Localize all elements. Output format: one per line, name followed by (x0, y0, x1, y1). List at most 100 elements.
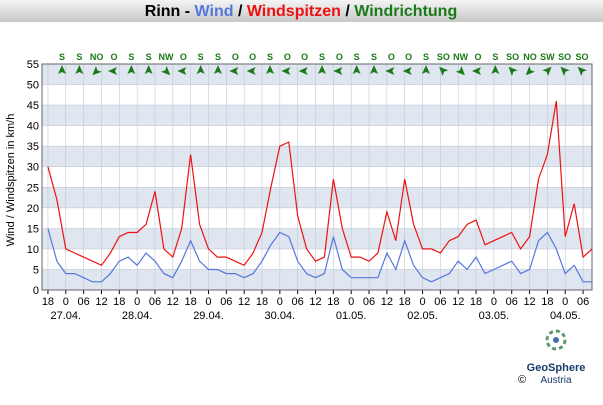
direction-arrow (402, 67, 412, 75)
direction-label: S (59, 52, 65, 62)
x-tick-label: 18 (541, 296, 553, 308)
x-tick-label: 0 (348, 296, 354, 308)
y-tick-label: 10 (27, 244, 39, 256)
date-label: 04.05. (550, 310, 581, 322)
plot-band (42, 84, 592, 106)
plot-band (42, 146, 592, 167)
x-tick-label: 06 (292, 296, 304, 308)
x-tick-label: 18 (256, 296, 268, 308)
x-tick-label: 06 (363, 296, 375, 308)
direction-arrow (508, 66, 518, 76)
x-tick-label: 0 (63, 296, 69, 308)
title-sep: - (180, 3, 194, 20)
direction-label: S (371, 52, 377, 62)
direction-arrow (455, 66, 465, 76)
y-tick-label: 20 (27, 203, 39, 215)
direction-arrow (281, 67, 291, 75)
logo-name: GeoSphere (527, 362, 586, 374)
direction-arrow (422, 65, 430, 74)
title-sep: / (234, 3, 247, 20)
x-tick-label: 12 (452, 296, 464, 308)
direction-arrow (196, 65, 205, 74)
x-tick-label: 0 (134, 296, 140, 308)
direction-arrow (161, 66, 171, 76)
x-tick-label: 18 (185, 296, 197, 308)
x-tick-label: 06 (506, 296, 518, 308)
direction-arrow (560, 66, 570, 76)
direction-arrow (246, 67, 256, 75)
x-tick-label: 18 (113, 296, 125, 308)
direction-label: O (249, 52, 256, 62)
date-label: 30.04. (265, 310, 296, 322)
x-tick-label: 06 (577, 296, 589, 308)
x-tick-label: 12 (523, 296, 535, 308)
direction-arrow (370, 65, 378, 74)
direction-label: O (301, 52, 308, 62)
direction-arrow (385, 67, 395, 75)
plot-band (42, 228, 592, 249)
direction-label: S (492, 52, 498, 62)
direction-label: SO (575, 52, 588, 62)
date-label: 28.04. (122, 310, 153, 322)
date-label: 02.05. (407, 310, 438, 322)
direction-label: O (232, 52, 239, 62)
copyright: © (518, 374, 526, 386)
x-tick-label: 18 (399, 296, 411, 308)
direction-arrow (542, 66, 552, 76)
x-tick-label: 18 (327, 296, 339, 308)
direction-label: O (405, 52, 412, 62)
direction-arrow (472, 67, 481, 75)
y-tick-label: 55 (27, 59, 39, 71)
x-tick-label: 12 (309, 296, 321, 308)
direction-arrow (177, 67, 187, 75)
direction-label: NO (90, 52, 104, 62)
header-bar (0, 0, 603, 22)
x-tick-label: 12 (95, 296, 107, 308)
series-line (47, 100, 593, 267)
x-tick-label: 18 (42, 296, 54, 308)
direction-label: O (180, 52, 187, 62)
direction-arrow (108, 67, 117, 75)
x-tick-label: 06 (434, 296, 446, 308)
logo-mark (545, 329, 567, 351)
plot-border (41, 63, 593, 291)
direction-label: O (336, 52, 343, 62)
date-label: 27.04. (50, 310, 81, 322)
direction-label: S (354, 52, 360, 62)
direction-arrow (92, 66, 102, 76)
direction-label: SO (437, 52, 450, 62)
plot-band (42, 125, 592, 147)
y-tick-label: 40 (27, 121, 39, 133)
y-tick-label: 0 (33, 285, 39, 297)
direction-arrow (318, 65, 326, 74)
plot-band (42, 64, 592, 85)
y-tick-label: 30 (27, 162, 39, 174)
direction-arrow (298, 67, 308, 75)
direction-label: SO (558, 52, 571, 62)
direction-label: O (110, 52, 117, 62)
title-sep: / (341, 3, 354, 20)
x-tick-label: 0 (277, 296, 283, 308)
y-tick-label: 15 (27, 223, 39, 235)
x-tick-label: 0 (205, 296, 211, 308)
title-direction: Windrichtung (354, 3, 457, 20)
plot-band (42, 207, 592, 229)
plot-band (42, 269, 592, 290)
direction-arrow (266, 65, 274, 74)
direction-arrow (352, 65, 361, 74)
title-location: Rinn (145, 3, 181, 20)
date-label: 01.05. (336, 310, 367, 322)
y-tick-label: 25 (27, 182, 39, 194)
direction-label: SO (506, 52, 519, 62)
date-label: 29.04. (193, 310, 224, 322)
direction-label: NW (159, 52, 174, 62)
x-tick-label: 12 (381, 296, 393, 308)
plot-band (42, 187, 592, 208)
direction-arrow (439, 66, 449, 76)
series-line (47, 228, 592, 283)
direction-label: SW (540, 52, 555, 62)
direction-arrow (229, 67, 239, 75)
plot-band (42, 105, 592, 126)
x-tick-label: 12 (167, 296, 179, 308)
